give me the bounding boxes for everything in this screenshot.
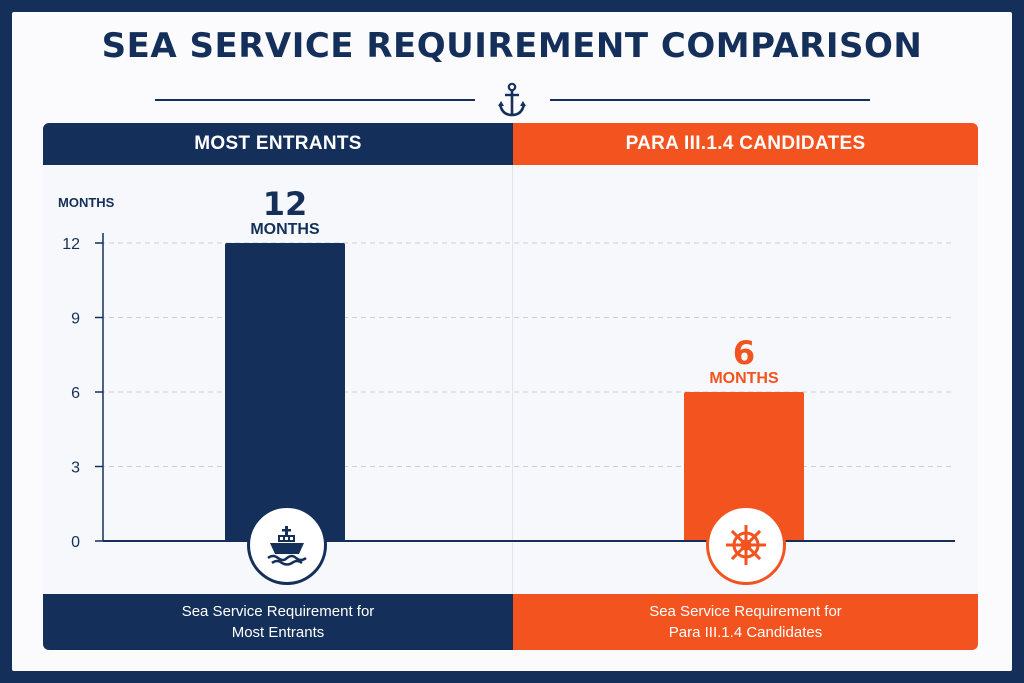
panel-divider [512, 165, 513, 594]
left-footer-line-1: Sea Service Requirement for [181, 603, 375, 620]
y-tick-label: 0 [71, 534, 80, 551]
data-label-value: 12 [263, 185, 308, 223]
y-tick-label: 6 [71, 385, 80, 402]
ship-wheel-icon [706, 505, 786, 585]
data-label-value: 6 [733, 334, 755, 372]
y-tick-label: 3 [71, 460, 80, 477]
bar-most-entrants [225, 243, 345, 541]
left-panel-footer: Sea Service Requirement for Most Entrant… [43, 594, 513, 650]
right-footer-line-2: Para III.1.4 Candidates [668, 624, 823, 641]
left-footer-line-2: Most Entrants [231, 624, 325, 641]
anchor-icon [498, 82, 526, 117]
chart-title: SEA SERVICE REQUIREMENT COMPARISON [101, 26, 923, 66]
bar-para-iii-1-4 [684, 392, 804, 541]
ship-icon [247, 505, 327, 585]
data-label-unit: MONTHS [250, 221, 320, 238]
y-tick-label: 12 [62, 236, 80, 253]
y-tick-label: 9 [71, 311, 80, 328]
data-label-unit: MONTHS [709, 370, 779, 387]
y-axis-label: MONTHS [58, 195, 115, 210]
right-footer-line-1: Sea Service Requirement for [649, 603, 842, 620]
right-panel-footer: Sea Service Requirement for Para III.1.4… [513, 594, 978, 650]
left-panel-header: MOST ENTRANTS [43, 123, 513, 165]
title-rule-right [550, 99, 870, 101]
right-panel-header: PARA III.1.4 CANDIDATES [513, 123, 978, 165]
title-rule-left [155, 99, 475, 101]
